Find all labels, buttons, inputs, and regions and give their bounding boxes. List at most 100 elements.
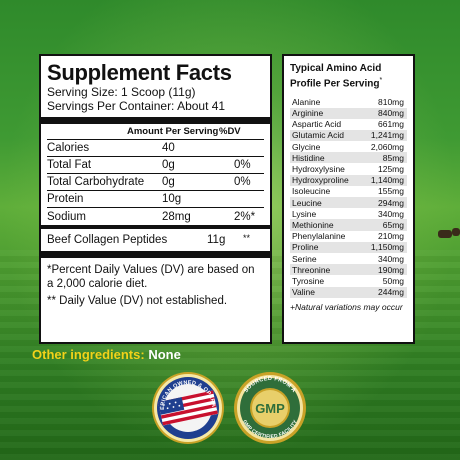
row-amount: 28mg (162, 210, 191, 223)
amino-name: Valine (292, 287, 315, 298)
medium-divider (41, 225, 270, 229)
amino-amount: 294mg (378, 197, 404, 208)
table-row: Total Carbohydrate 0g 0% (47, 174, 264, 191)
gmp-center-text: GMP (255, 401, 285, 416)
amino-name: Glutamic Acid (292, 130, 344, 141)
amino-name: Threonine (292, 264, 331, 275)
supplement-facts-title: Supplement Facts (47, 60, 232, 85)
amino-amount: 1,140mg (370, 175, 404, 186)
row-name: Protein (47, 193, 84, 205)
amino-row: Hydroxyproline 1,140mg (290, 174, 407, 186)
row-name: Total Fat (47, 159, 92, 171)
amino-amount: 840mg (378, 108, 404, 119)
amino-amount: 2,060mg (370, 141, 404, 152)
collagen-name: Beef Collagen Peptides (47, 234, 168, 246)
table-row: Sodium 28mg 2%* (47, 208, 264, 225)
collagen-row: Beef Collagen Peptides 11g ** (47, 229, 264, 251)
amino-name: Leucine (292, 197, 322, 208)
collagen-dv: ** (243, 233, 251, 243)
amino-note: +Natural variations may occur (290, 301, 403, 312)
row-name: Total Carbohydrate (47, 176, 145, 188)
amino-name: Arginine (292, 108, 324, 119)
amino-row: Glycine 2,060mg (290, 141, 407, 152)
amino-row: Proline 1,150mg (290, 241, 407, 253)
row-name: Sodium (47, 210, 86, 223)
amino-name: Isoleucine (292, 186, 331, 197)
amino-name: Phenylalanine (292, 231, 346, 242)
header-amount: Amount Per Serving (127, 126, 219, 137)
amino-name: Hydroxyproline (292, 175, 349, 186)
amino-row: Aspartic Acid 661mg (290, 119, 407, 130)
amino-name: Alanine (292, 96, 321, 107)
table-header: Amount Per Serving %DV (47, 124, 264, 140)
other-ingredients-value: None (148, 347, 181, 362)
amino-name: Aspartic Acid (292, 119, 342, 130)
amino-row: Isoleucine 155mg (290, 186, 407, 197)
amino-name: Proline (292, 242, 319, 253)
row-dv: 0% (234, 176, 251, 188)
amino-amount: 85mg (382, 152, 404, 163)
amino-row: Glutamic Acid 1,241mg (290, 129, 407, 142)
table-row: Total Fat 0g 0% (47, 157, 264, 174)
row-amount: 40 (162, 142, 175, 154)
amino-row: Tyrosine 50mg (290, 275, 407, 286)
amino-amount: 210mg (378, 231, 404, 242)
amino-amount: 810mg (378, 96, 404, 107)
amino-amount: 244mg (378, 287, 404, 298)
gmp-seal-icon: GMP SOURCED FROM A GMP CERTIFIED FACILIT… (234, 372, 306, 444)
amino-title-text: Typical Amino Acid Profile Per Serving (290, 63, 382, 90)
footnote-not-established: ** Daily Value (DV) not established. (47, 295, 228, 307)
table-row: Protein 10g (47, 191, 264, 208)
cow-silhouette (452, 228, 460, 236)
amino-name: Glycine (292, 141, 321, 152)
amino-row: Leucine 294mg (290, 197, 407, 209)
amino-row: Histidine 85mg (290, 152, 407, 164)
amino-amount: 1,241mg (370, 130, 404, 141)
amino-title: Typical Amino Acid Profile Per Serving* (290, 63, 407, 90)
amino-acid-panel: Typical Amino Acid Profile Per Serving* … (282, 54, 415, 344)
row-name: Calories (47, 142, 90, 154)
serving-size: Serving Size: 1 Scoop (11g) (47, 85, 196, 99)
amino-name: Tyrosine (292, 275, 325, 286)
amino-row: Alanine 810mg (290, 96, 407, 107)
amino-amount: 155mg (378, 186, 404, 197)
us-flag-icon: AMERICAN OWNED & OPERATED (148, 366, 224, 444)
amino-name: Serine (292, 253, 317, 264)
row-amount: 0g (162, 159, 175, 171)
row-dv: 2%* (234, 210, 256, 223)
amino-amount: 340mg (378, 208, 404, 219)
cow-silhouette (438, 230, 452, 238)
amino-amount: 340mg (378, 253, 404, 264)
amino-row: Phenylalanine 210mg (290, 231, 407, 242)
thick-divider (41, 117, 270, 124)
supplement-facts-panel: Supplement Facts Serving Size: 1 Scoop (… (39, 54, 272, 344)
amino-row: Threonine 190mg (290, 264, 407, 276)
amino-amount: 50mg (382, 275, 404, 286)
amino-row: Valine 244mg (290, 286, 407, 298)
amino-row: Serine 340mg (290, 253, 407, 264)
row-amount: 0g (162, 176, 175, 188)
amino-title-mark: * (379, 77, 383, 84)
footnote-dv: *Percent Daily Values (DV) are based on … (47, 264, 255, 290)
gmp-badge: GMP SOURCED FROM A GMP CERTIFIED FACILIT… (232, 370, 308, 446)
collagen-amount: 11g (207, 234, 226, 246)
amino-list: Alanine 810mg Arginine 840mg Aspartic Acid 66… (290, 96, 407, 298)
servings-per-container: Servings Per Container: About 41 (47, 99, 226, 113)
amino-row: Arginine 840mg (290, 107, 407, 119)
row-amount: 10g (162, 193, 182, 205)
amino-name: Methionine (292, 219, 334, 230)
other-ingredients: Other ingredients: None (32, 347, 181, 362)
amino-name: Hydroxylysine (292, 164, 345, 175)
amino-row: Lysine 340mg (290, 208, 407, 219)
amino-amount: 65mg (382, 219, 404, 230)
amino-row: Methionine 65mg (290, 219, 407, 231)
american-owned-badge: AMERICAN OWNED & OPERATED (148, 366, 226, 446)
amino-name: Lysine (292, 208, 317, 219)
amino-amount: 1,150mg (370, 242, 404, 253)
amino-name: Histidine (292, 152, 325, 163)
header-dv: %DV (219, 126, 241, 137)
amino-row: Hydroxylysine 125mg (290, 163, 407, 174)
amino-amount: 125mg (378, 164, 404, 175)
amino-amount: 190mg (378, 264, 404, 275)
row-dv: 0% (234, 159, 251, 171)
